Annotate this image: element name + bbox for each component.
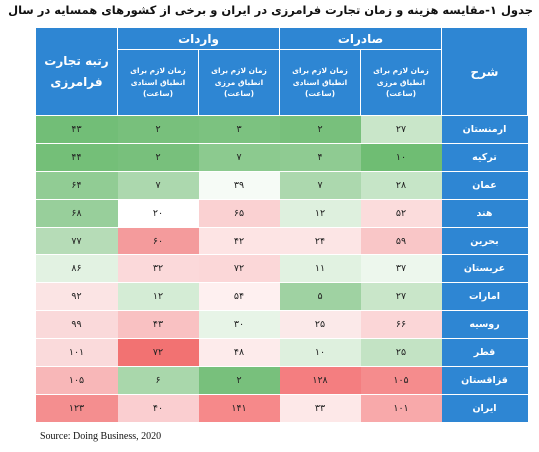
country-label: عربستان [441, 254, 528, 284]
rank-cell: ۱۲۳ [35, 394, 118, 423]
exports-document-time-cell: ۲ [279, 115, 361, 144]
exports-document-time-cell: ۱۲ [279, 199, 361, 228]
exports-document-time-header: زمان لازم برای انطباق اسنادی (ساعت) [279, 49, 361, 116]
exports-border-time-cell: ۶۶ [360, 310, 442, 340]
exports-border-time-cell: ۲۷ [360, 282, 442, 312]
imports-border-time-cell: ۳۰ [198, 310, 280, 340]
exports-border-time-cell: ۱۰۱ [360, 394, 442, 423]
rank-cell: ۶۸ [35, 199, 118, 228]
exports-document-time-cell: ۲۵ [279, 310, 361, 340]
country-label: روسیه [441, 310, 528, 340]
country-label: قزاقستان [441, 366, 528, 395]
imports-document-time-header: زمان لازم برای انطباق اسنادی (ساعت) [117, 49, 199, 116]
imports-document-time-cell: ۱۲ [117, 282, 199, 312]
country-label: ترکیه [441, 143, 528, 172]
exports-document-time-cell: ۱۲۸ [279, 366, 361, 395]
imports-border-time-cell: ۷۲ [198, 254, 280, 284]
table-row: ترکیه ۱۰ ۴ ۷ ۲ ۴۴ [35, 143, 528, 172]
exports-document-time-cell: ۷ [279, 171, 361, 200]
imports-document-time-cell: ۲ [117, 115, 199, 144]
rank-cell: ۷۷ [35, 227, 118, 256]
imports-border-time-cell: ۵۴ [198, 282, 280, 312]
rank-cell: ۱۰۵ [35, 366, 118, 395]
exports-document-time-cell: ۳۳ [279, 394, 361, 423]
table-row: قطر ۲۵ ۱۰ ۴۸ ۷۲ ۱۰۱ [35, 338, 528, 368]
imports-document-time-cell: ۴۰ [117, 394, 199, 423]
exports-border-time-cell: ۳۷ [360, 254, 442, 284]
imports-document-time-cell: ۶ [117, 366, 199, 395]
rank-cell: ۶۴ [35, 171, 118, 200]
exports-header: صادرات [279, 27, 442, 50]
table-row: عمان ۲۸ ۷ ۳۹ ۷ ۶۴ [35, 171, 528, 200]
imports-document-time-cell: ۲۰ [117, 199, 199, 228]
imports-border-time-cell: ۱۴۱ [198, 394, 280, 423]
imports-document-time-cell: ۶۰ [117, 227, 199, 256]
table-row: عربستان ۳۷ ۱۱ ۷۲ ۳۲ ۸۶ [35, 254, 528, 284]
rank-cell: ۴۳ [35, 115, 118, 144]
imports-border-time-cell: ۴۲ [198, 227, 280, 256]
table-row: امارات ۲۷ ۵ ۵۴ ۱۲ ۹۲ [35, 282, 528, 312]
table-row: بحرین ۵۹ ۲۴ ۴۲ ۶۰ ۷۷ [35, 227, 528, 256]
imports-border-time-cell: ۳ [198, 115, 280, 144]
country-label: قطر [441, 338, 528, 368]
country-label: ایران [441, 394, 528, 423]
imports-border-time-cell: ۲ [198, 366, 280, 395]
imports-border-time-cell: ۴۸ [198, 338, 280, 368]
rank-cell: ۸۶ [35, 254, 118, 284]
exports-document-time-cell: ۵ [279, 282, 361, 312]
country-label: عمان [441, 171, 528, 200]
exports-border-time-cell: ۲۵ [360, 338, 442, 368]
exports-border-time-cell: ۲۷ [360, 115, 442, 144]
exports-border-time-cell: ۵۹ [360, 227, 442, 256]
imports-document-time-cell: ۷۲ [117, 338, 199, 368]
table-row: هند ۵۲ ۱۲ ۶۵ ۲۰ ۶۸ [35, 199, 528, 228]
country-label: بحرین [441, 227, 528, 256]
country-label: امارات [441, 282, 528, 312]
imports-border-time-cell: ۶۵ [198, 199, 280, 228]
rank-cell: ۱۰۱ [35, 338, 118, 368]
country-label: ارمنستان [441, 115, 528, 144]
imports-document-time-cell: ۴۳ [117, 310, 199, 340]
exports-document-time-cell: ۲۴ [279, 227, 361, 256]
rank-header: رتبه تجارت فرامرزی [35, 27, 118, 116]
imports-border-time-cell: ۳۹ [198, 171, 280, 200]
table-caption: جدول ۱-مقایسه هزینه و زمان تجارت فرامرزی… [6, 3, 533, 17]
exports-border-time-cell: ۱۰ [360, 143, 442, 172]
comparison-table: شرح صادرات واردات رتبه تجارت فرامرزی زما… [35, 27, 528, 423]
source-note: Source: Doing Business, 2020 [40, 431, 162, 442]
exports-border-time-cell: ۱۰۵ [360, 366, 442, 395]
imports-border-time-header: زمان لازم برای انطباق مرزی (ساعت) [198, 49, 280, 116]
table-row: روسیه ۶۶ ۲۵ ۳۰ ۴۳ ۹۹ [35, 310, 528, 340]
table-body: ارمنستان ۲۷ ۲ ۳ ۲ ۴۳ ترکیه ۱۰ ۴ ۷ ۲ ۴۴ عمان ۲۸ ۷ ۳۹ ۷ ۶۴ ه… [35, 115, 528, 423]
exports-border-time-cell: ۲۸ [360, 171, 442, 200]
exports-document-time-cell: ۴ [279, 143, 361, 172]
rank-cell: ۴۴ [35, 143, 118, 172]
rank-cell: ۹۲ [35, 282, 118, 312]
row-label-header: شرح [441, 27, 528, 116]
exports-document-time-cell: ۱۰ [279, 338, 361, 368]
country-label: هند [441, 199, 528, 228]
table-row: ارمنستان ۲۷ ۲ ۳ ۲ ۴۳ [35, 115, 528, 144]
table-row: قزاقستان ۱۰۵ ۱۲۸ ۲ ۶ ۱۰۵ [35, 366, 528, 395]
imports-document-time-cell: ۳۲ [117, 254, 199, 284]
table-row: ایران ۱۰۱ ۳۳ ۱۴۱ ۴۰ ۱۲۳ [35, 394, 528, 423]
exports-border-time-cell: ۵۲ [360, 199, 442, 228]
exports-document-time-cell: ۱۱ [279, 254, 361, 284]
imports-document-time-cell: ۲ [117, 143, 199, 172]
imports-border-time-cell: ۷ [198, 143, 280, 172]
rank-cell: ۹۹ [35, 310, 118, 340]
imports-document-time-cell: ۷ [117, 171, 199, 200]
imports-header: واردات [117, 27, 280, 50]
exports-border-time-header: زمان لازم برای انطباق مرزی (ساعت) [360, 49, 442, 116]
